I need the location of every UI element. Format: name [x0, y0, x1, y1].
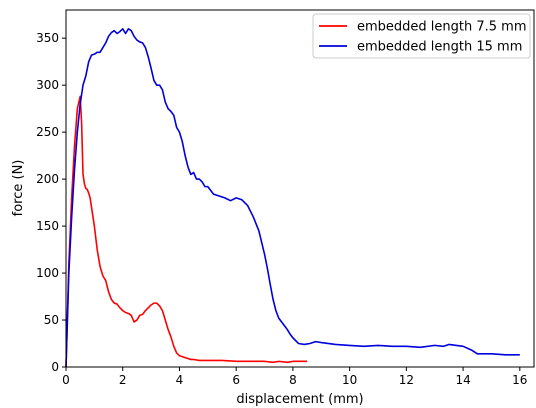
legend-label-1: embedded length 7.5 mm [357, 20, 527, 35]
x-axis: 0 2 4 6 8 10 12 14 16 [62, 367, 527, 387]
y-tick-label: 100 [36, 266, 59, 280]
plot-background [66, 10, 534, 367]
x-tick-label: 8 [289, 373, 297, 387]
x-tick-label: 2 [119, 373, 127, 387]
x-tick-label: 14 [455, 373, 470, 387]
y-axis: 0 50 100 150 200 250 300 350 [36, 31, 66, 374]
x-tick-label: 10 [342, 373, 357, 387]
legend: embedded length 7.5 mm embedded length 15… [312, 13, 531, 59]
series-line-1 [65, 95, 308, 368]
x-tick-label: 4 [176, 373, 184, 387]
series-layer [65, 27, 520, 368]
plot-frame [65, 9, 535, 368]
y-tick-label: 150 [36, 219, 59, 233]
legend-box [312, 13, 531, 59]
legend-label-2: embedded length 15 mm [357, 40, 522, 55]
x-tick-label: 6 [232, 373, 240, 387]
y-tick-label: 300 [36, 78, 59, 92]
x-tick-label: 0 [62, 373, 70, 387]
y-tick-label: 350 [36, 31, 59, 45]
y-tick-label: 0 [51, 360, 59, 374]
y-tick-label: 200 [36, 172, 59, 186]
x-axis-label: displacement (mm) [236, 392, 363, 407]
y-tick-label: 250 [36, 125, 59, 139]
x-tick-label: 16 [512, 373, 527, 387]
y-axis-label: force (N) [11, 160, 26, 217]
y-tick-label: 50 [44, 313, 59, 327]
x-tick-label: 12 [399, 373, 414, 387]
series-line-2 [65, 27, 520, 368]
